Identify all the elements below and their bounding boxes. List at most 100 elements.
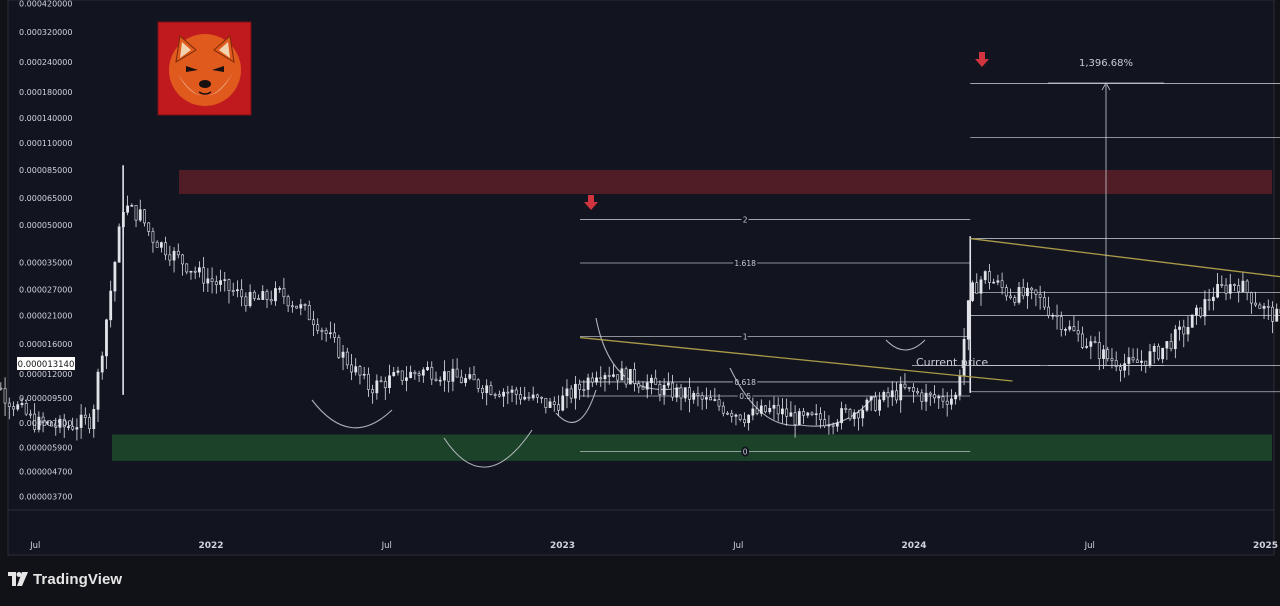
candle-body <box>367 374 369 389</box>
candle-body <box>524 397 526 399</box>
candle-body <box>528 397 530 398</box>
candle-body <box>393 372 395 375</box>
candle-body <box>304 305 306 306</box>
candle-body <box>786 409 788 416</box>
candle-body <box>207 279 209 283</box>
candle-body <box>1221 284 1223 285</box>
candle-body <box>1276 309 1278 321</box>
candle-body <box>477 380 479 388</box>
x-tick-label: 2025 <box>1253 541 1278 551</box>
candle-body <box>114 262 116 291</box>
candle-body <box>545 398 547 407</box>
candle-body <box>1107 350 1109 359</box>
y-tick-label: 0.000021000 <box>19 312 72 321</box>
y-tick-label: 0.000110000 <box>19 139 72 148</box>
candle-body <box>1077 331 1079 334</box>
candle-body <box>1039 294 1041 297</box>
candle-body <box>1005 288 1007 296</box>
candle-body <box>376 381 378 393</box>
candle-body <box>946 401 948 404</box>
candle-body <box>562 396 564 410</box>
fib-1-1-618-label: 1.618 <box>734 259 756 268</box>
candle-body <box>388 376 390 388</box>
candle-body <box>88 418 90 429</box>
x-tick-label: Jul <box>29 541 40 551</box>
candle-body <box>312 320 314 325</box>
candle-body <box>959 375 961 395</box>
candle-body <box>667 383 669 385</box>
candle-body <box>160 243 162 248</box>
current-price-annotation: Current price <box>916 356 988 369</box>
candle-body <box>794 413 796 425</box>
candle-body <box>874 397 876 410</box>
candle-body <box>1157 346 1159 359</box>
candle-body <box>270 299 272 300</box>
candle-body <box>300 305 302 309</box>
candle-body <box>655 378 657 384</box>
tradingview-logo-icon <box>8 572 28 586</box>
candle-body <box>845 408 847 409</box>
candle-body <box>866 400 868 410</box>
candle-body <box>748 415 750 423</box>
candle-body <box>29 414 31 415</box>
candle-body <box>955 395 957 399</box>
candle-body <box>1111 359 1113 361</box>
price-label-tag: 0.000013140 <box>17 357 75 370</box>
candle-body <box>443 372 445 381</box>
candle-body <box>321 330 323 331</box>
candle-body <box>642 387 644 389</box>
candle-body <box>1162 348 1164 359</box>
candle-body <box>1098 343 1100 359</box>
candle-body <box>1047 307 1049 315</box>
candle-body <box>1060 317 1062 330</box>
candle-body <box>359 367 361 375</box>
candle-body <box>878 400 880 410</box>
candle-body <box>1254 303 1256 305</box>
candle-body <box>557 405 559 411</box>
target-percent-label: 1,396.68% <box>1079 58 1133 69</box>
candle-body <box>769 408 771 411</box>
candle-body <box>1073 327 1075 331</box>
candle-body <box>317 325 319 331</box>
candle-body <box>1263 306 1265 308</box>
candle-body <box>139 210 141 220</box>
candle-body <box>295 306 297 308</box>
candle-body <box>819 414 821 420</box>
fib-1-2-label: 2 <box>743 216 748 225</box>
candle-body <box>283 288 285 296</box>
x-tick-label: Jul <box>1084 541 1095 551</box>
candle-body <box>798 411 800 424</box>
candle-body <box>710 397 712 399</box>
candle-body <box>1132 358 1134 360</box>
candle-body <box>971 283 973 301</box>
candle-body <box>701 396 703 400</box>
candle-body <box>1140 361 1142 362</box>
y-tick-label: 0.000003700 <box>19 492 72 501</box>
candle-body <box>464 378 466 382</box>
candle-body <box>807 413 809 415</box>
candle-body <box>1069 327 1071 330</box>
candle-body <box>781 409 783 414</box>
candle-body <box>1212 297 1214 301</box>
candle-body <box>12 407 14 409</box>
candle-body <box>541 397 543 398</box>
candle-body <box>245 297 247 306</box>
candle-body <box>862 410 864 418</box>
y-tick-label: 0.000012000 <box>19 370 72 379</box>
candle-body <box>549 402 551 408</box>
candle-body <box>426 367 428 370</box>
candle-body <box>697 393 699 395</box>
candle-body <box>591 378 593 382</box>
candle-body <box>253 292 255 298</box>
candle-body <box>1119 367 1121 370</box>
candle-body <box>481 388 483 392</box>
candle-body <box>118 227 120 262</box>
candle-body <box>676 388 678 397</box>
y-tick-label: 0.000007500 <box>19 419 72 428</box>
candle-body <box>105 320 107 356</box>
candle-body <box>997 281 999 282</box>
tradingview-brand[interactable]: TradingView <box>8 570 122 588</box>
candle-body <box>469 374 471 378</box>
candle-body <box>76 428 78 430</box>
